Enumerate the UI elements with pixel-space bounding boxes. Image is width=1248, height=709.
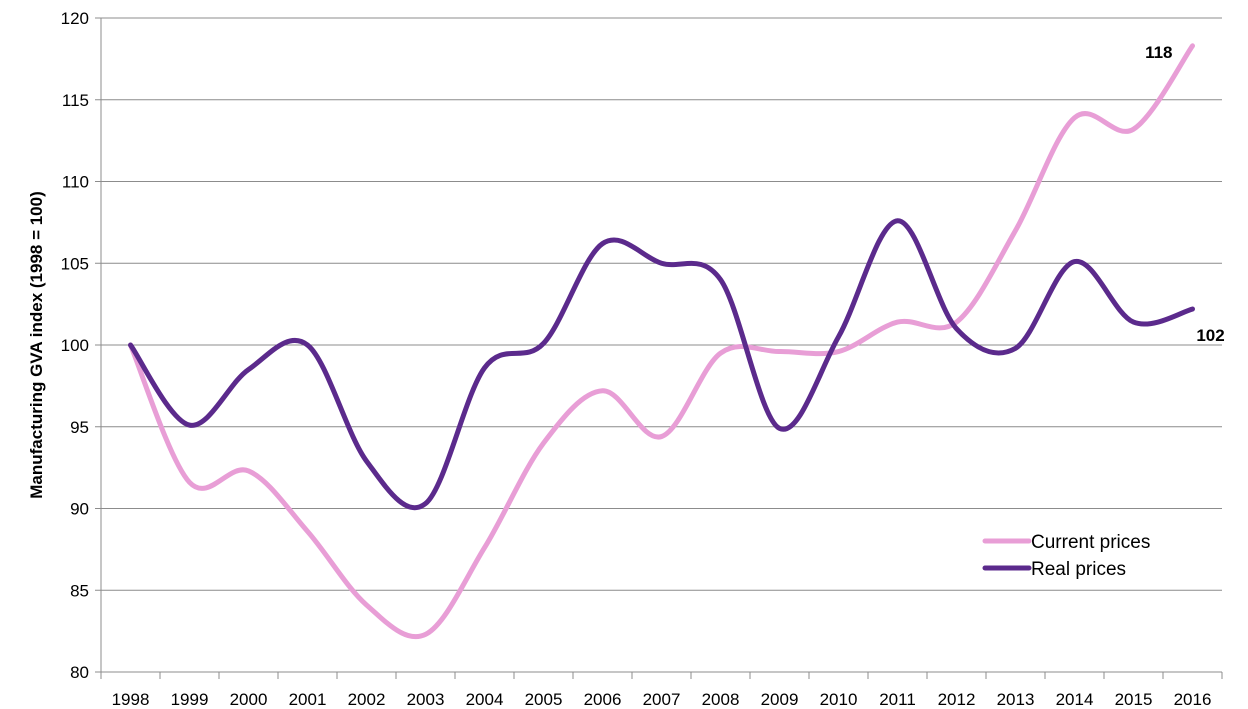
series-line-real-prices: [128, 218, 1195, 511]
y-tick-label: 105: [61, 254, 89, 273]
x-tick-label: 2015: [1115, 690, 1153, 709]
x-tick-label: 2007: [643, 690, 681, 709]
end-label-current-prices: 118: [1145, 43, 1172, 62]
y-tick-label: 120: [61, 9, 89, 28]
x-tick-label: 2006: [584, 690, 622, 709]
y-tick-label: 115: [62, 91, 89, 110]
y-tick-label: 90: [70, 500, 89, 519]
end-label-real-prices: 102: [1196, 326, 1224, 345]
y-axis-label: Manufacturing GVA index (1998 = 100): [27, 191, 46, 499]
x-tick-label: 2009: [761, 690, 799, 709]
x-tick-label: 2011: [879, 690, 916, 709]
series-group: [128, 43, 1195, 640]
x-tick-label: 2004: [466, 690, 504, 709]
y-tick-label: 85: [70, 581, 89, 600]
legend-label-real: Real prices: [1031, 559, 1126, 580]
x-tick-label: 1998: [112, 690, 150, 709]
x-tick-label: 2001: [289, 690, 327, 709]
x-tick-label: 2000: [230, 690, 268, 709]
y-tick-label: 110: [62, 173, 89, 192]
x-tick-label: 2010: [820, 690, 858, 709]
x-tick-label: 2016: [1174, 690, 1212, 709]
y-tick-label: 95: [70, 418, 89, 437]
x-tick-label: 2002: [348, 690, 386, 709]
series-line-current-prices: [128, 43, 1195, 640]
axes: 80 85 90 95 100 105 110 115 120 1998 1999 2000 2001 2…: [61, 9, 1223, 709]
y-tick-label: 80: [70, 663, 89, 682]
x-tick-label: 2013: [997, 690, 1035, 709]
end-labels: 118 102: [1145, 43, 1225, 345]
legend: Current prices Real prices: [982, 532, 1150, 580]
x-tick-label: 2005: [525, 690, 563, 709]
gridlines: [101, 17, 1222, 591]
x-tick-label: 1999: [171, 690, 209, 709]
legend-label-current: Current prices: [1031, 532, 1150, 553]
y-tick-label: 100: [61, 336, 89, 355]
x-tick-label: 2003: [407, 690, 445, 709]
x-tick-label: 2008: [702, 690, 740, 709]
x-tick-label: 2012: [938, 690, 976, 709]
x-tick-label: 2014: [1056, 690, 1094, 709]
